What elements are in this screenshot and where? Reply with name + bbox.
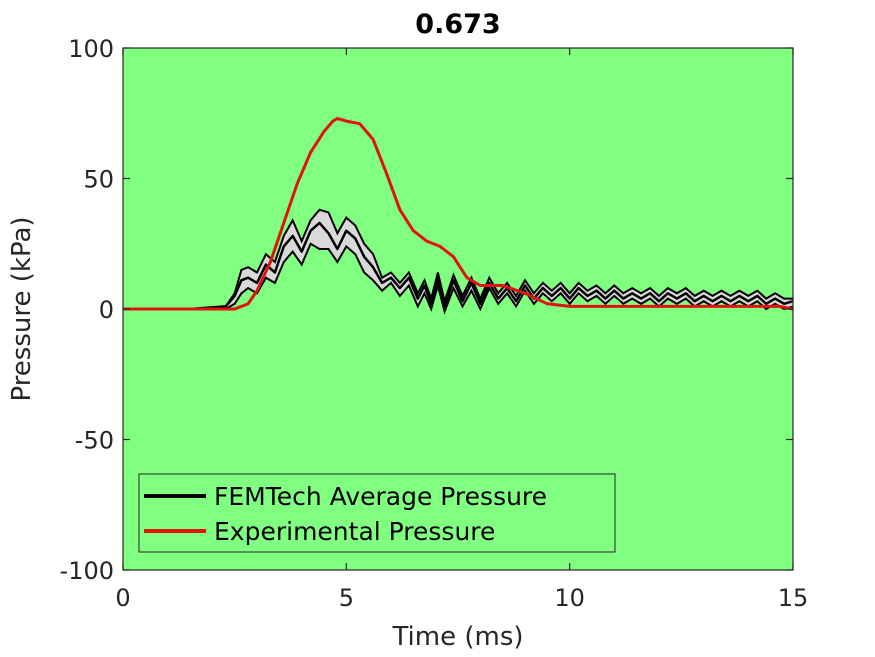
tick-layer: 0 5 10 15 -100 -50 0 50 100: [60, 35, 809, 612]
y-tick-label: 50: [83, 166, 114, 194]
experimental-line: [123, 117, 794, 311]
y-axis-label: Pressure (kPa): [7, 216, 37, 401]
legend-label-femtech: FEMTech Average Pressure: [214, 482, 547, 511]
y-tick-label: 0: [99, 296, 114, 324]
x-tick-label: 5: [339, 584, 354, 612]
x-tick-label: 10: [554, 584, 585, 612]
legend: FEMTech Average Pressure Experimental Pr…: [138, 473, 616, 553]
femtech-band-area: [123, 209, 793, 312]
series-layer: [123, 117, 794, 311]
y-tick-label: -50: [75, 427, 114, 455]
y-tick-label: -100: [60, 557, 114, 585]
y-tick-label: 100: [68, 35, 114, 63]
x-tick-label: 15: [778, 584, 809, 612]
chart-title: 0.673: [415, 9, 500, 40]
legend-box: [138, 473, 616, 553]
femtech-average-line: [123, 221, 794, 311]
x-axis-label: Time (ms): [391, 622, 523, 652]
legend-label-experimental: Experimental Pressure: [214, 517, 495, 546]
x-tick-label: 0: [115, 584, 130, 612]
